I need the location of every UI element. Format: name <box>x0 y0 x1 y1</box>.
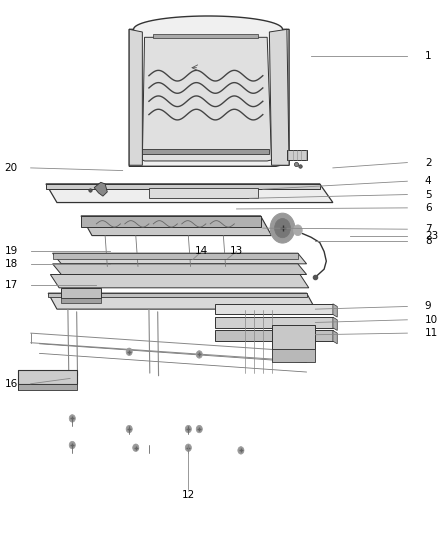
Text: 13: 13 <box>230 246 243 255</box>
Circle shape <box>69 415 75 422</box>
Circle shape <box>133 444 139 451</box>
Text: 7: 7 <box>425 224 431 234</box>
Circle shape <box>126 348 132 356</box>
Polygon shape <box>272 349 315 362</box>
Text: 9: 9 <box>425 302 431 311</box>
Circle shape <box>185 425 191 433</box>
Polygon shape <box>142 37 272 161</box>
Circle shape <box>275 219 290 238</box>
Circle shape <box>126 425 132 433</box>
Text: 8: 8 <box>425 236 431 246</box>
Text: 10: 10 <box>425 315 438 325</box>
Polygon shape <box>18 370 77 384</box>
Polygon shape <box>215 304 333 314</box>
Polygon shape <box>149 188 258 198</box>
Polygon shape <box>46 184 320 189</box>
Text: 14: 14 <box>195 246 208 255</box>
Polygon shape <box>272 325 315 349</box>
Text: 2: 2 <box>425 158 431 167</box>
Polygon shape <box>46 184 333 203</box>
Polygon shape <box>48 293 315 309</box>
Polygon shape <box>215 317 333 328</box>
Text: 6: 6 <box>425 203 431 213</box>
Text: 20: 20 <box>4 163 18 173</box>
Polygon shape <box>153 34 258 38</box>
Polygon shape <box>333 317 337 330</box>
Circle shape <box>196 425 202 433</box>
Polygon shape <box>18 384 77 390</box>
Polygon shape <box>81 216 272 236</box>
Polygon shape <box>48 293 307 297</box>
Text: 17: 17 <box>4 280 18 290</box>
Text: 4: 4 <box>425 176 431 186</box>
Text: 16: 16 <box>4 379 18 389</box>
Polygon shape <box>94 182 107 196</box>
Polygon shape <box>142 149 269 154</box>
Circle shape <box>270 213 295 243</box>
Circle shape <box>185 444 191 451</box>
Text: 12: 12 <box>182 490 195 499</box>
Text: 18: 18 <box>4 259 18 269</box>
Polygon shape <box>81 216 261 227</box>
Polygon shape <box>215 330 333 341</box>
Polygon shape <box>129 29 142 165</box>
Polygon shape <box>61 298 101 303</box>
Text: 5: 5 <box>425 190 431 199</box>
Polygon shape <box>53 253 307 264</box>
Polygon shape <box>333 304 337 317</box>
Circle shape <box>69 441 75 449</box>
Circle shape <box>293 225 302 236</box>
Polygon shape <box>61 288 101 298</box>
Text: 1: 1 <box>425 51 431 61</box>
Circle shape <box>196 351 202 358</box>
Polygon shape <box>287 150 307 160</box>
Polygon shape <box>333 330 337 344</box>
Text: 11: 11 <box>425 328 438 338</box>
Polygon shape <box>53 264 307 274</box>
Text: 19: 19 <box>4 246 18 255</box>
Polygon shape <box>129 16 289 166</box>
Polygon shape <box>53 253 298 259</box>
Text: 23: 23 <box>425 231 438 240</box>
Circle shape <box>238 447 244 454</box>
Polygon shape <box>50 274 309 288</box>
Polygon shape <box>269 29 289 165</box>
